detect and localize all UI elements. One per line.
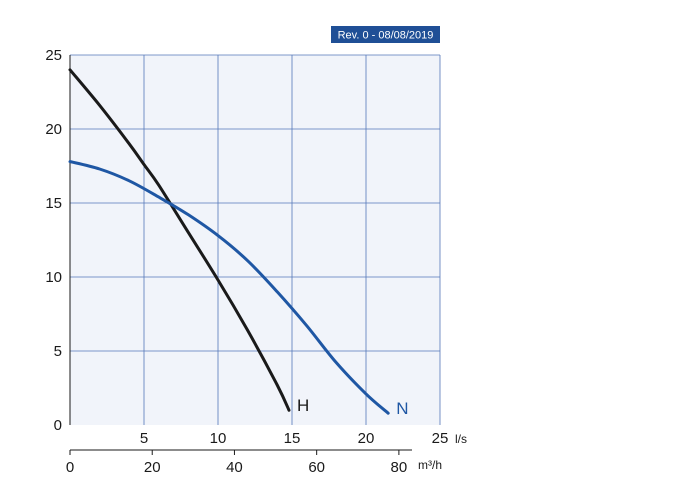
y-tick-label: 10 bbox=[45, 269, 62, 286]
x-tick-label: 10 bbox=[210, 430, 227, 447]
y-tick-label: 20 bbox=[45, 121, 62, 138]
y-tick-label: 25 bbox=[45, 47, 62, 64]
secondary-x-tick-label: 60 bbox=[308, 459, 325, 476]
series-h-label: H bbox=[297, 396, 309, 415]
revision-badge-text: Rev. 0 - 08/08/2019 bbox=[338, 30, 434, 42]
secondary-x-tick-label: 20 bbox=[144, 459, 161, 476]
series-n-label: N bbox=[396, 399, 408, 418]
y-tick-label: 15 bbox=[45, 195, 62, 212]
secondary-x-tick-label: 40 bbox=[226, 459, 243, 476]
x-tick-label: 20 bbox=[358, 430, 375, 447]
x-tick-label: 25 bbox=[432, 430, 449, 447]
series-layer bbox=[68, 68, 390, 415]
secondary-x-tick-label: 0 bbox=[66, 459, 74, 476]
x-axis-unit: l/s bbox=[455, 432, 467, 446]
series-h-curve bbox=[68, 68, 291, 412]
labels-layer: 0 5 10 15 20 25 5 10 15 20 25 l/s 0 20 40 60 80 m³/h H N bbox=[45, 47, 467, 476]
series-n-curve bbox=[68, 160, 390, 415]
x-tick-label: 15 bbox=[284, 430, 301, 447]
grid-lines bbox=[70, 54, 441, 425]
y-tick-label: 0 bbox=[54, 417, 62, 434]
axes bbox=[69, 55, 412, 455]
x-tick-label: 5 bbox=[140, 430, 148, 447]
revision-badge-background bbox=[331, 26, 440, 43]
secondary-x-axis-unit: m³/h bbox=[418, 458, 442, 472]
revision-badge: Rev. 0 - 08/08/2019 bbox=[331, 26, 440, 43]
y-tick-label: 5 bbox=[54, 343, 62, 360]
secondary-x-tick-label: 80 bbox=[391, 459, 408, 476]
plot-area bbox=[70, 55, 440, 425]
